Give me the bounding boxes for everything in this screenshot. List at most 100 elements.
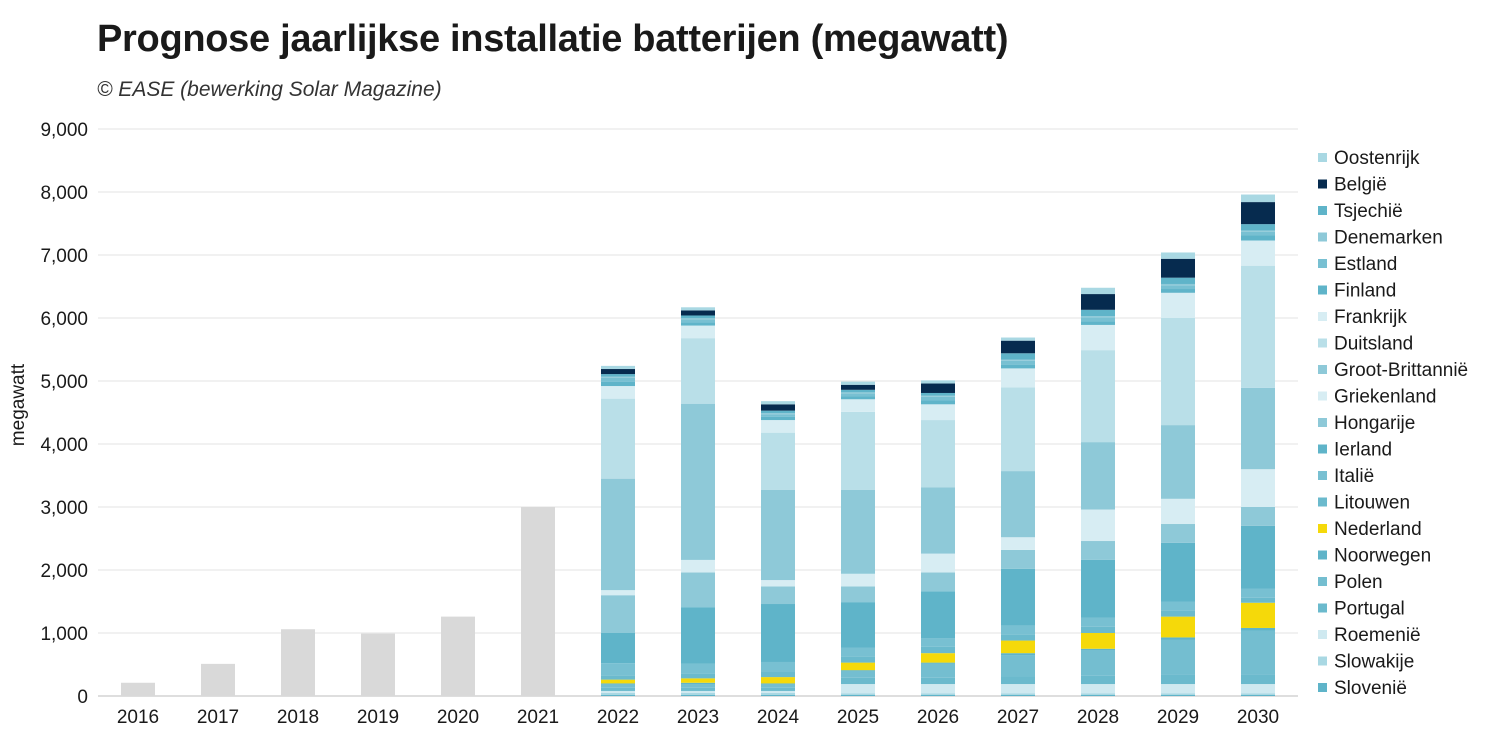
bar-segment-duitsland-2022 (601, 398, 635, 479)
bar-segment-portugal-2027 (1001, 676, 1035, 685)
bar-segment-noorwegen-2030 (1241, 627, 1275, 631)
bar-segment-groot-brittannië-2028 (1081, 442, 1115, 510)
bar-segment-nederland-2023 (681, 678, 715, 683)
bar-segment-belgië-2023 (681, 310, 715, 316)
bar-segment-italië-2028 (1081, 617, 1115, 627)
y-tick-label: 4,000 (40, 435, 88, 456)
bar-historical-2019 (361, 633, 395, 696)
bar-segment-griekenland-2029 (1161, 498, 1195, 525)
bar-segment-estland-2022 (601, 377, 635, 382)
chart-title: Prognose jaarlijkse installatie batterij… (97, 18, 1009, 60)
legend-label: Hongarije (1334, 413, 1415, 434)
bar-segment-polen-2029 (1161, 639, 1195, 675)
legend-swatch (1318, 365, 1327, 374)
bar-segment-frankrijk-2028 (1081, 324, 1115, 351)
bar-historical-2018 (281, 629, 315, 696)
bar-segment-denemarken-2025 (841, 392, 875, 394)
legend-label: Portugal (1334, 599, 1405, 620)
x-tick-label: 2020 (437, 707, 479, 728)
legend-label: België (1334, 175, 1387, 196)
bar-segment-estland-2028 (1081, 317, 1115, 322)
bar-segment-griekenland-2027 (1001, 537, 1035, 550)
bar-segment-groot-brittannië-2026 (921, 487, 955, 554)
bar-segment-tsjechië-2029 (1161, 277, 1195, 284)
legend-swatch (1318, 683, 1327, 692)
bar-segment-ierland-2024 (761, 604, 795, 662)
bar-segment-griekenland-2022 (601, 590, 635, 596)
bar-segment-hongarije-2027 (1001, 549, 1035, 569)
bar-segment-oostenrijk-2028 (1081, 287, 1115, 295)
bar-segment-estland-2030 (1241, 231, 1275, 236)
bar-segment-litouwen-2022 (601, 675, 635, 680)
bar-segment-denemarken-2022 (601, 376, 635, 378)
y-tick-label: 5,000 (40, 372, 88, 393)
legend-swatch (1318, 206, 1327, 215)
legend-swatch (1318, 497, 1327, 507)
legend-swatch (1318, 444, 1327, 454)
bar-segment-italië-2026 (921, 638, 955, 647)
x-tick-label: 2030 (1237, 707, 1279, 728)
bar-segment-hongarije-2023 (681, 572, 715, 608)
bar-segment-frankrijk-2026 (921, 404, 955, 421)
bar-segment-finland-2029 (1161, 289, 1195, 293)
bar-historical-2016 (121, 682, 155, 696)
x-tick-label: 2028 (1077, 707, 1119, 728)
bar-segment-griekenland-2025 (841, 573, 875, 587)
bar-segment-hongarije-2025 (841, 586, 875, 603)
bar-segment-nederland-2029 (1161, 616, 1195, 638)
bar-segment-duitsland-2023 (681, 338, 715, 404)
bar-segment-polen-2023 (681, 684, 715, 688)
x-tick-label: 2023 (677, 707, 719, 728)
bar-segment-estland-2023 (681, 319, 715, 323)
bar-segment-slowakije-2027 (1001, 693, 1035, 695)
bar-segment-litouwen-2023 (681, 673, 715, 679)
bar-segment-oostenrijk-2027 (1001, 337, 1035, 341)
legend-swatch (1318, 550, 1327, 560)
y-tick-label: 3,000 (40, 498, 88, 519)
bar-segment-ierland-2023 (681, 607, 715, 664)
bar-segment-belgië-2030 (1241, 202, 1275, 225)
legend-label: Roemenië (1334, 625, 1421, 646)
bar-segment-estland-2027 (1001, 360, 1035, 365)
bar-segment-litouwen-2030 (1241, 597, 1275, 603)
bar-segment-roemenië-2024 (761, 690, 795, 693)
x-tick-label: 2017 (197, 707, 239, 728)
legend-label: Duitsland (1334, 334, 1413, 355)
bar-segment-slowakije-2029 (1161, 693, 1195, 695)
legend-label: Nederland (1334, 519, 1422, 540)
legend-swatch (1318, 630, 1327, 639)
bar-segment-italië-2027 (1001, 625, 1035, 635)
legend-label: Slowakije (1334, 652, 1414, 673)
bar-segment-finland-2028 (1081, 321, 1115, 325)
bar-segment-slovenië-2025 (841, 694, 875, 696)
bar-segment-nederland-2024 (761, 677, 795, 684)
x-tick-label: 2019 (357, 707, 399, 728)
bar-segment-hongarije-2029 (1161, 524, 1195, 543)
x-tick-label: 2021 (517, 707, 559, 728)
bar-segment-slovenië-2023 (681, 694, 715, 696)
bar-segment-duitsland-2030 (1241, 265, 1275, 388)
bar-segment-ierland-2029 (1161, 542, 1195, 602)
bar-segment-ierland-2026 (921, 591, 955, 639)
bar-segment-belgië-2028 (1081, 294, 1115, 310)
bar-segment-portugal-2024 (761, 687, 795, 691)
legend-swatch (1318, 338, 1327, 348)
bar-segment-portugal-2022 (601, 687, 635, 691)
bar-segment-belgië-2025 (841, 384, 875, 390)
bar-segment-belgië-2029 (1161, 258, 1195, 278)
bar-segment-portugal-2028 (1081, 675, 1115, 685)
bar-segment-estland-2026 (921, 396, 955, 401)
bar-segment-estland-2024 (761, 414, 795, 417)
bar-segment-belgië-2022 (601, 369, 635, 375)
bar-segment-denemarken-2026 (921, 395, 955, 397)
bar-segment-frankrijk-2025 (841, 399, 875, 412)
bar-segment-hongarije-2024 (761, 586, 795, 605)
bars (121, 194, 1275, 696)
legend-swatch (1318, 153, 1327, 162)
x-tick-label: 2027 (997, 707, 1039, 728)
bar-segment-griekenland-2023 (681, 559, 715, 573)
legend-label: Estland (1334, 254, 1397, 275)
bar-segment-duitsland-2026 (921, 420, 955, 488)
bar-segment-italië-2024 (761, 661, 795, 672)
bar-segment-noorwegen-2023 (681, 682, 715, 685)
